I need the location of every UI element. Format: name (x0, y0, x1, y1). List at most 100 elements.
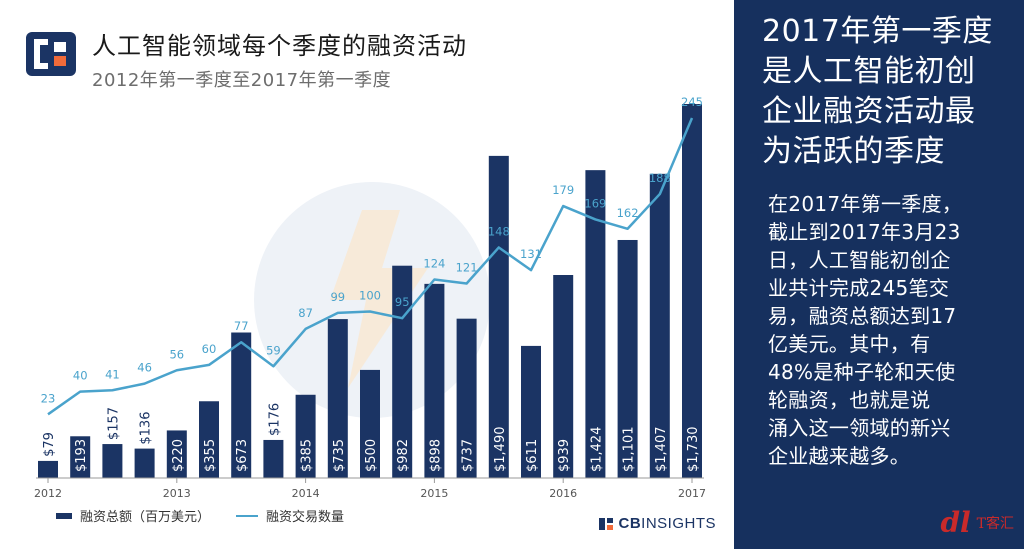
legend-bar-swatch (56, 512, 72, 519)
side-body: 在2017年第一季度， 截止到2017年3月23 日，人工智能初创企 业共计完成… (762, 190, 1006, 470)
legend: 融资总额（百万美元） 融资交易数量 (56, 506, 344, 525)
funding-bar (102, 444, 123, 478)
bar-value-label: $1,730 (686, 427, 701, 473)
bar-value-label: $220 (171, 439, 186, 472)
x-tick-label: 2016 (549, 487, 577, 500)
side-body-line: 涌入这一领域的新兴 (768, 416, 951, 440)
chart-panel: 人工智能领域每个季度的融资活动 2012年第一季度至2017年第一季度 $79 $… (26, 32, 716, 532)
bar-value-label: $193 (74, 439, 89, 472)
funding-bar (70, 436, 91, 478)
funding-bar (327, 319, 348, 478)
source-brand-prefix: CB (618, 515, 642, 532)
funding-bar (38, 460, 58, 478)
bar-value-label: $500 (364, 439, 379, 472)
bar-value-label: $939 (557, 439, 572, 472)
funding-bar (585, 170, 606, 479)
x-tick-label: 2012 (34, 487, 62, 500)
deal-count-label: 124 (423, 256, 445, 270)
funding-bar (553, 275, 574, 478)
watermark-text: T客汇 (976, 515, 1014, 532)
deal-count-label: 121 (456, 261, 478, 275)
deal-count-label: 99 (330, 290, 345, 304)
source-logo: CB INSIGHTS (599, 515, 716, 532)
bar-value-label: $157 (106, 407, 121, 440)
bar-value-label: $79 (42, 432, 57, 457)
deal-count-label: 59 (266, 343, 281, 357)
funding-bar (360, 369, 380, 478)
side-body-line: 日，人工智能初创企 (768, 248, 951, 272)
funding-bar (682, 104, 702, 478)
x-tick-label: 2013 (163, 487, 191, 500)
deal-count-label: 169 (584, 196, 606, 210)
side-headline-line: 为活跃的季度 (762, 134, 945, 169)
bar-value-label: $1,407 (654, 427, 669, 473)
deal-count-label: 41 (105, 367, 120, 381)
cb-logo-icon (26, 32, 76, 76)
funding-bar (231, 332, 252, 478)
funding-bar (456, 318, 477, 478)
side-headline-line: 企业融资活动最 (762, 94, 976, 129)
bar-value-label: $735 (332, 439, 347, 472)
funding-bar (649, 173, 670, 478)
deal-count-label: 188 (649, 171, 671, 185)
legend-line-swatch (236, 514, 259, 517)
bar-value-label: $673 (235, 439, 250, 472)
funding-bar (392, 265, 413, 478)
deal-count-label: 60 (202, 342, 217, 356)
bar-value-label: $1,490 (493, 427, 508, 473)
deal-count-label: 95 (395, 295, 410, 309)
side-headline: 2017年第一季度 是人工智能初创 企业融资活动最 为活跃的季度 (762, 12, 1006, 172)
funding-chart: $79 $193 $157 $136 $220 $355 $673 $176 $385 $735 $… (34, 95, 706, 500)
cbinsights-icon (599, 517, 614, 530)
funding-bar (166, 430, 187, 478)
legend-line-label: 融资交易数量 (266, 510, 345, 525)
side-panel: 2017年第一季度 是人工智能初创 企业融资活动最 为活跃的季度 在2017年第… (734, 0, 1024, 549)
legend-bar-label: 融资总额（百万美元） (80, 510, 211, 525)
deal-count-label: 162 (617, 206, 639, 220)
x-tick-label: 2017 (678, 487, 706, 500)
funding-bar (295, 394, 316, 478)
bar-value-label: $898 (428, 439, 443, 472)
deal-count-label: 131 (520, 247, 542, 261)
deal-count-label: 46 (137, 361, 152, 375)
side-body-line: 企业越来越多。 (768, 444, 911, 468)
bar-value-label: $982 (396, 439, 411, 472)
bar-value-label: $1,424 (589, 427, 604, 473)
deal-count-label: 100 (359, 289, 381, 303)
x-tick-label: 2014 (292, 487, 320, 500)
bar-value-label: $176 (267, 403, 282, 436)
side-headline-line: 2017年第一季度 (762, 14, 993, 49)
side-body-line: 48%是种子轮和天使 (768, 360, 956, 384)
deal-count-label: 148 (488, 224, 510, 238)
deal-count-label: 23 (41, 391, 56, 405)
bar-value-label: $136 (139, 412, 154, 445)
side-body-line: 易，融资总额达到17 (768, 304, 957, 328)
funding-bar (263, 439, 284, 478)
side-body-line: 在2017年第一季度， (768, 192, 963, 216)
funding-bar (488, 155, 509, 478)
funding-bar (199, 401, 219, 478)
deal-count-line (47, 117, 694, 416)
chart-subtitle: 2012年第一季度至2017年第一季度 (92, 70, 392, 91)
deal-count-label: 179 (552, 183, 574, 197)
source-brand-suffix: INSIGHTS (641, 515, 716, 532)
side-body-line: 业共计完成245笔交 (768, 276, 950, 300)
chart-title: 人工智能领域每个季度的融资活动 (92, 32, 467, 60)
side-body-line: 截止到2017年3月23 (768, 220, 961, 244)
side-body-line: 亿美元。其中，有 (768, 332, 931, 356)
deal-count-label: 56 (169, 347, 184, 361)
deal-count-label: 40 (73, 369, 88, 383)
deal-count-label: 77 (234, 319, 249, 333)
bar-value-label: $737 (461, 439, 476, 472)
side-body-line: 轮融资，也就是说 (768, 388, 931, 412)
deal-count-label: 87 (298, 306, 313, 320)
bar-value-label: $385 (300, 439, 315, 472)
funding-bar (134, 448, 155, 478)
deal-count-label: 245 (681, 95, 703, 109)
watermark: dl T客汇 (940, 506, 1014, 539)
bar-value-label: $611 (525, 439, 540, 472)
funding-bar (521, 345, 541, 478)
funding-bar (617, 239, 638, 478)
bar-value-label: $355 (203, 439, 218, 472)
x-tick-label: 2015 (420, 487, 448, 500)
